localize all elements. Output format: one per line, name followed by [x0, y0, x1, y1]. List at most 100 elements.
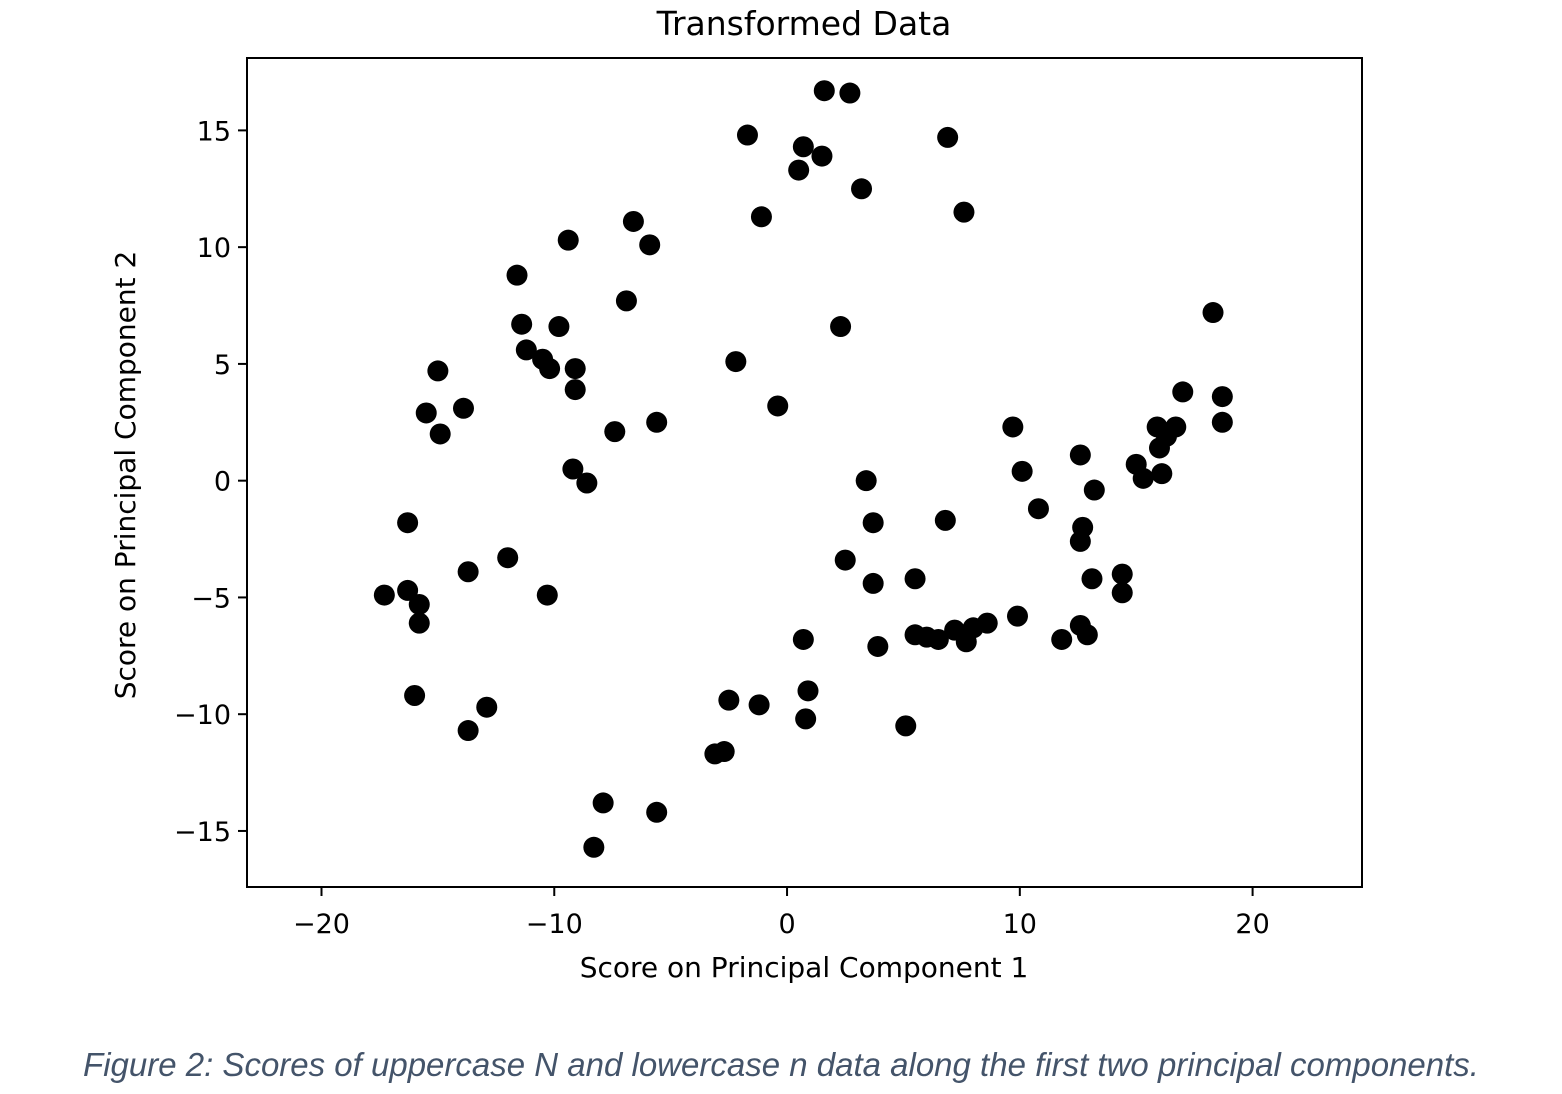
data-point [1132, 467, 1154, 489]
data-point [427, 360, 449, 382]
data-point [713, 741, 735, 763]
data-point [1111, 563, 1133, 585]
x-tick-label: −20 [293, 909, 350, 940]
y-tick-label: 5 [214, 350, 231, 381]
data-point [750, 206, 772, 228]
data-point [1083, 479, 1105, 501]
data-point [867, 635, 889, 657]
data-point [855, 470, 877, 492]
x-tick-label: 20 [1235, 909, 1269, 940]
data-point [1069, 530, 1091, 552]
scatter-chart: Transformed Data −20 −10 0 10 20 15 10 5 0 −5 −10… [109, 4, 1363, 984]
data-point [1172, 381, 1194, 403]
data-point [397, 579, 419, 601]
data-point [851, 178, 873, 200]
data-point [811, 145, 833, 167]
data-point [548, 316, 570, 338]
data-point [1202, 302, 1224, 324]
y-axis: 15 10 5 0 −5 −10 −15 [174, 116, 247, 848]
data-point [639, 234, 661, 256]
data-point [904, 568, 926, 590]
data-point [397, 512, 419, 534]
data-point [1002, 416, 1024, 438]
data-point [415, 402, 437, 424]
data-point [429, 423, 451, 445]
data-point [646, 411, 668, 433]
y-tick-label: −15 [174, 817, 231, 848]
data-point [934, 509, 956, 531]
data-point [592, 792, 614, 814]
data-point [862, 512, 884, 534]
data-point [795, 708, 817, 730]
data-point [834, 549, 856, 571]
data-point [452, 397, 474, 419]
data-point [476, 696, 498, 718]
x-tick-label: 10 [1003, 909, 1037, 940]
data-point [564, 379, 586, 401]
data-point [604, 421, 626, 443]
data-point [1211, 411, 1233, 433]
data-point [562, 458, 584, 480]
data-point [557, 229, 579, 251]
data-point [622, 210, 644, 232]
y-tick-label: −5 [191, 583, 231, 614]
data-point [830, 316, 852, 338]
data-point [373, 584, 395, 606]
data-point [1027, 498, 1049, 520]
data-point [927, 628, 949, 650]
data-point [536, 584, 558, 606]
data-point [767, 395, 789, 417]
x-tick-label: 0 [778, 909, 795, 940]
data-point [1069, 444, 1091, 466]
data-point [862, 572, 884, 594]
data-point [937, 126, 959, 148]
figure-caption: Figure 2: Scores of uppercase N and lowe… [83, 1046, 1479, 1083]
data-point [515, 339, 537, 361]
data-point [576, 472, 598, 494]
data-point [564, 358, 586, 380]
data-point [457, 720, 479, 742]
data-point [583, 836, 605, 858]
y-tick-label: 10 [197, 233, 231, 264]
data-point [792, 628, 814, 650]
data-point [1006, 605, 1028, 627]
data-point [788, 159, 810, 181]
data-point [839, 82, 861, 104]
x-tick-label: −10 [526, 909, 583, 940]
data-point [408, 593, 430, 615]
data-point [408, 612, 430, 634]
data-point [1111, 582, 1133, 604]
data-point [1148, 437, 1170, 459]
y-tick-label: 15 [197, 116, 231, 147]
data-point [457, 561, 479, 583]
data-point [813, 80, 835, 102]
y-tick-label: −10 [174, 700, 231, 731]
data-point [748, 694, 770, 716]
data-point [792, 136, 814, 158]
data-point [615, 290, 637, 312]
data-point [797, 680, 819, 702]
data-point [1011, 460, 1033, 482]
data-point [1151, 463, 1173, 485]
data-point [497, 547, 519, 569]
data-point [953, 201, 975, 223]
x-axis-label: Score on Principal Component 1 [580, 951, 1029, 984]
data-point [1081, 568, 1103, 590]
y-tick-label: 0 [214, 467, 231, 498]
data-point [718, 689, 740, 711]
data-point [506, 264, 528, 286]
data-points [373, 80, 1233, 858]
data-point [646, 801, 668, 823]
data-point [404, 685, 426, 707]
data-point [725, 351, 747, 373]
y-axis-label: Score on Principal Component 2 [109, 251, 142, 700]
data-point [1076, 624, 1098, 646]
data-point [1051, 628, 1073, 650]
data-point [976, 612, 998, 634]
data-point [1211, 386, 1233, 408]
data-point [539, 358, 561, 380]
plot-frame [246, 57, 1363, 888]
data-point [736, 124, 758, 146]
data-point [511, 313, 533, 335]
data-point [895, 715, 917, 737]
